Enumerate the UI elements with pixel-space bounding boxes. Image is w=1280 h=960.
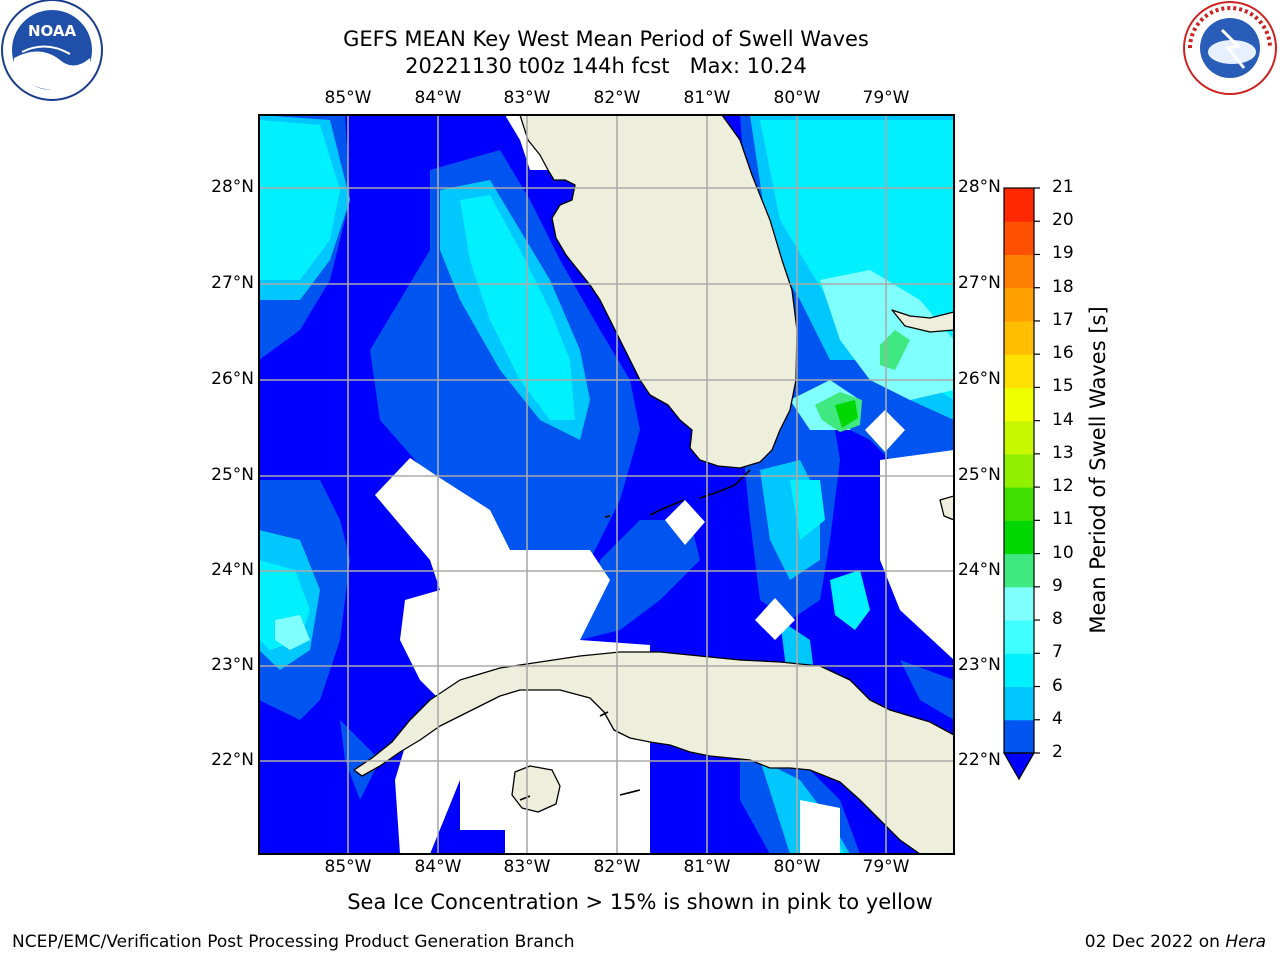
lon-label-top: 85°W: [324, 88, 372, 108]
lon-label-top: 79°W: [862, 88, 910, 108]
colorbar-tick-label: 14: [1052, 409, 1074, 430]
lon-label-top: 82°W: [593, 88, 641, 108]
colorbar-frame: [1003, 187, 1035, 754]
colorbar-tick-label: 18: [1052, 276, 1074, 297]
lat-label-left: 25°N: [211, 465, 254, 485]
lon-label-top: 83°W: [503, 88, 551, 108]
chart-subtitle: 20221130 t00z 144h fcst Max: 10.24: [405, 54, 807, 78]
lat-label-right: 26°N: [958, 369, 1001, 389]
colorbar-segment: [1004, 387, 1034, 422]
colorbar-tick-label: 15: [1052, 376, 1074, 397]
lat-label-left: 22°N: [211, 750, 254, 770]
colorbar-segment: [1004, 653, 1034, 688]
colorbar-segment: [1004, 719, 1034, 754]
lat-label-right: 23°N: [958, 655, 1001, 675]
footer-date-text: 02 Dec 2022 on: [1084, 932, 1220, 952]
colorbar-tick-label: 10: [1052, 542, 1074, 563]
lat-label-right: 24°N: [958, 560, 1001, 580]
map-frame: [258, 114, 955, 855]
colorbar-tick-label: 9: [1052, 575, 1063, 596]
sea-ice-note: Sea Ice Concentration > 15% is shown in …: [347, 890, 933, 914]
footer-date: 02 Dec 2022 on Hera: [1085, 932, 1266, 952]
lon-label-top: 84°W: [414, 88, 462, 108]
colorbar-segment: [1004, 420, 1034, 455]
colorbar-segment: [1004, 188, 1034, 222]
colorbar-tick-label: 21: [1052, 177, 1074, 197]
colorbar-segment: [1004, 287, 1034, 322]
colorbar-tick-label: 20: [1052, 210, 1074, 231]
colorbar-tick-label: 16: [1052, 343, 1074, 364]
colorbar-segment: [1004, 686, 1034, 721]
colorbar-segment: [1004, 553, 1034, 588]
lon-label-bottom: 82°W: [593, 857, 641, 877]
lon-label-bottom: 83°W: [503, 857, 551, 877]
colorbar-segment: [1004, 354, 1034, 388]
colorbar-tick-label: 4: [1052, 708, 1063, 729]
map-area: [259, 115, 954, 854]
colorbar-tick-label: 19: [1052, 243, 1074, 264]
colorbar-tick-label: 12: [1052, 476, 1074, 497]
lat-label-left: 26°N: [211, 369, 254, 389]
lon-label-bottom: 79°W: [862, 857, 910, 877]
lat-label-right: 22°N: [958, 750, 1001, 770]
lat-label-left: 23°N: [211, 655, 254, 675]
footer-credit: NCEP/EMC/Verification Post Processing Pr…: [12, 932, 575, 952]
lat-label-right: 28°N: [958, 177, 1001, 197]
colorbar-segment: [1004, 520, 1034, 555]
colorbar-segment: [1004, 453, 1034, 488]
lon-label-top: 81°W: [683, 88, 731, 108]
chart-title: GEFS MEAN Key West Mean Period of Swell …: [343, 27, 869, 51]
lon-label-bottom: 84°W: [414, 857, 462, 877]
colorbar-segment: [1004, 620, 1034, 654]
colorbar-segment: [1004, 320, 1034, 355]
colorbar-segment: [1004, 487, 1034, 521]
colorbar-segment: [1004, 221, 1034, 255]
lat-label-right: 25°N: [958, 465, 1001, 485]
colorbar-segment: [1004, 254, 1034, 289]
lon-label-top: 80°W: [773, 88, 821, 108]
colorbar-tick-label: 17: [1052, 309, 1074, 330]
lat-label-left: 28°N: [211, 177, 254, 197]
footer-machine: Hera: [1225, 932, 1266, 952]
noaa-logo: NOAA: [1, 0, 103, 101]
colorbar-title: Mean Period of Swell Waves [s]: [1086, 306, 1110, 634]
lon-label-bottom: 80°W: [773, 857, 821, 877]
lat-label-left: 24°N: [211, 560, 254, 580]
colorbar-tick-label: 8: [1052, 609, 1063, 630]
colorbar-tick-label: 6: [1052, 675, 1063, 696]
colorbar-tick-label: 7: [1052, 642, 1063, 663]
colorbar-segment: [1004, 586, 1034, 621]
svg-text:NOAA: NOAA: [28, 22, 77, 40]
colorbar-tick-label: 13: [1052, 442, 1074, 463]
colorbar-tick-label: 11: [1052, 509, 1074, 530]
lat-label-left: 27°N: [211, 273, 254, 293]
nws-logo: [1183, 1, 1277, 95]
colorbar-tick-label: 2: [1052, 742, 1063, 762]
lon-label-bottom: 85°W: [324, 857, 372, 877]
lon-label-bottom: 81°W: [683, 857, 731, 877]
colorbar: [1002, 187, 1040, 781]
lat-label-right: 27°N: [958, 273, 1001, 293]
